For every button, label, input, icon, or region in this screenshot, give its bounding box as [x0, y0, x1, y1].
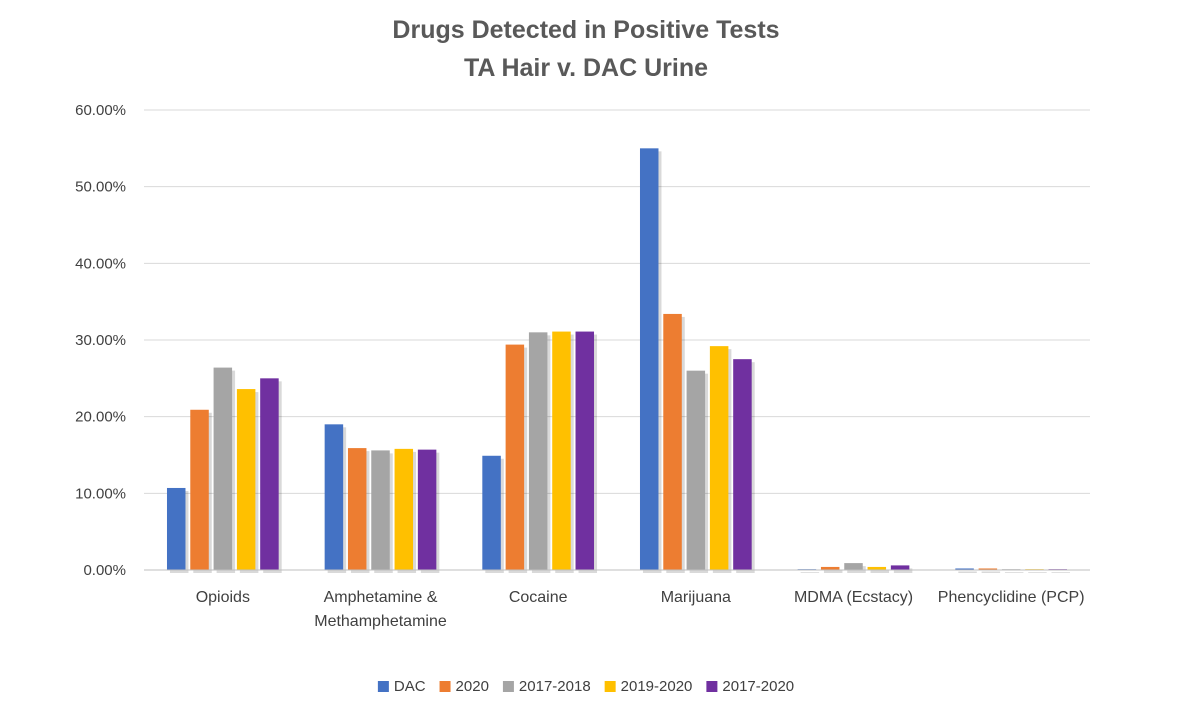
- bar: [733, 359, 752, 570]
- bar-shadow: [958, 571, 977, 573]
- bar: [955, 568, 974, 570]
- bar: [867, 566, 887, 570]
- bar: [260, 378, 279, 570]
- y-tick-label: 50.00%: [75, 179, 126, 196]
- y-axis-tick-labels: 0.00% 10.00% 20.00% 30.00% 40.00% 50.00% 60.00…: [75, 102, 126, 579]
- legend-label: DAC: [394, 678, 426, 695]
- bar: [663, 313, 682, 570]
- bar: [371, 450, 390, 570]
- bar: [890, 565, 910, 570]
- x-axis-category-labels: Opioids Amphetamine & Methamphetamine Cocai…: [196, 589, 1085, 630]
- bar-shadow: [1051, 572, 1071, 573]
- x-category-label: Marijuana: [661, 589, 731, 606]
- bar: [347, 448, 367, 570]
- x-category-label: Methamphetamine: [314, 613, 447, 630]
- bar-shadow: [981, 571, 1001, 573]
- bar: [709, 346, 729, 570]
- legend-swatch: [502, 681, 514, 692]
- bar-shadow: [893, 568, 913, 573]
- x-category-label: Phencyclidine (PCP): [938, 589, 1085, 606]
- bar: [552, 331, 571, 570]
- bar: [166, 487, 186, 570]
- bar: [236, 389, 256, 570]
- bar-shadow: [823, 569, 843, 573]
- bar: [820, 566, 840, 570]
- y-tick-label: 30.00%: [75, 332, 126, 349]
- legend-swatch: [377, 681, 389, 692]
- bar: [482, 455, 501, 570]
- chart-title: Drugs Detected in Positive Tests: [392, 16, 779, 44]
- legend-label: 2017-2020: [722, 678, 794, 695]
- y-tick-label: 20.00%: [75, 409, 126, 426]
- bar: [844, 563, 863, 570]
- y-tick-label: 10.00%: [75, 485, 126, 502]
- x-category-label: Cocaine: [509, 589, 568, 606]
- bar: [324, 424, 344, 570]
- bar: [639, 148, 659, 571]
- bar: [505, 344, 525, 570]
- x-category-label: MDMA (Ecstacy): [794, 589, 913, 606]
- x-category-label: Opioids: [196, 589, 250, 606]
- y-tick-label: 60.00%: [75, 102, 126, 119]
- bars: [166, 148, 1071, 574]
- legend-item: 2020: [439, 678, 489, 695]
- bar: [528, 332, 548, 570]
- legend: DAC 2020 2017-2018 2019-2020 2017-2020: [377, 678, 794, 695]
- legend-item: 2019-2020: [604, 678, 693, 695]
- bar-shadow: [800, 572, 820, 573]
- gridlines: [144, 109, 1090, 494]
- bar-shadow: [870, 569, 890, 573]
- legend-label: 2017-2018: [519, 678, 591, 695]
- bar: [417, 449, 437, 570]
- bar-shadow: [1028, 572, 1047, 573]
- bar: [575, 331, 595, 570]
- bar: [686, 370, 706, 570]
- legend-swatch: [439, 681, 451, 692]
- legend-label: 2019-2020: [621, 678, 693, 695]
- y-tick-label: 0.00%: [83, 562, 126, 579]
- legend-label: 2020: [456, 678, 489, 695]
- bar: [213, 367, 233, 570]
- y-tick-label: 40.00%: [75, 255, 126, 272]
- bar: [978, 568, 998, 570]
- bar: [190, 409, 209, 570]
- x-category-label: Amphetamine &: [324, 589, 438, 606]
- chart-subtitle: TA Hair v. DAC Urine: [464, 54, 708, 82]
- bar-shadow: [1004, 572, 1024, 573]
- legend-swatch: [604, 681, 616, 692]
- legend-item: 2017-2020: [706, 678, 794, 695]
- legend-item: 2017-2018: [502, 678, 591, 695]
- bar: [394, 448, 414, 570]
- legend-item: DAC: [377, 678, 426, 695]
- legend-swatch: [706, 681, 718, 692]
